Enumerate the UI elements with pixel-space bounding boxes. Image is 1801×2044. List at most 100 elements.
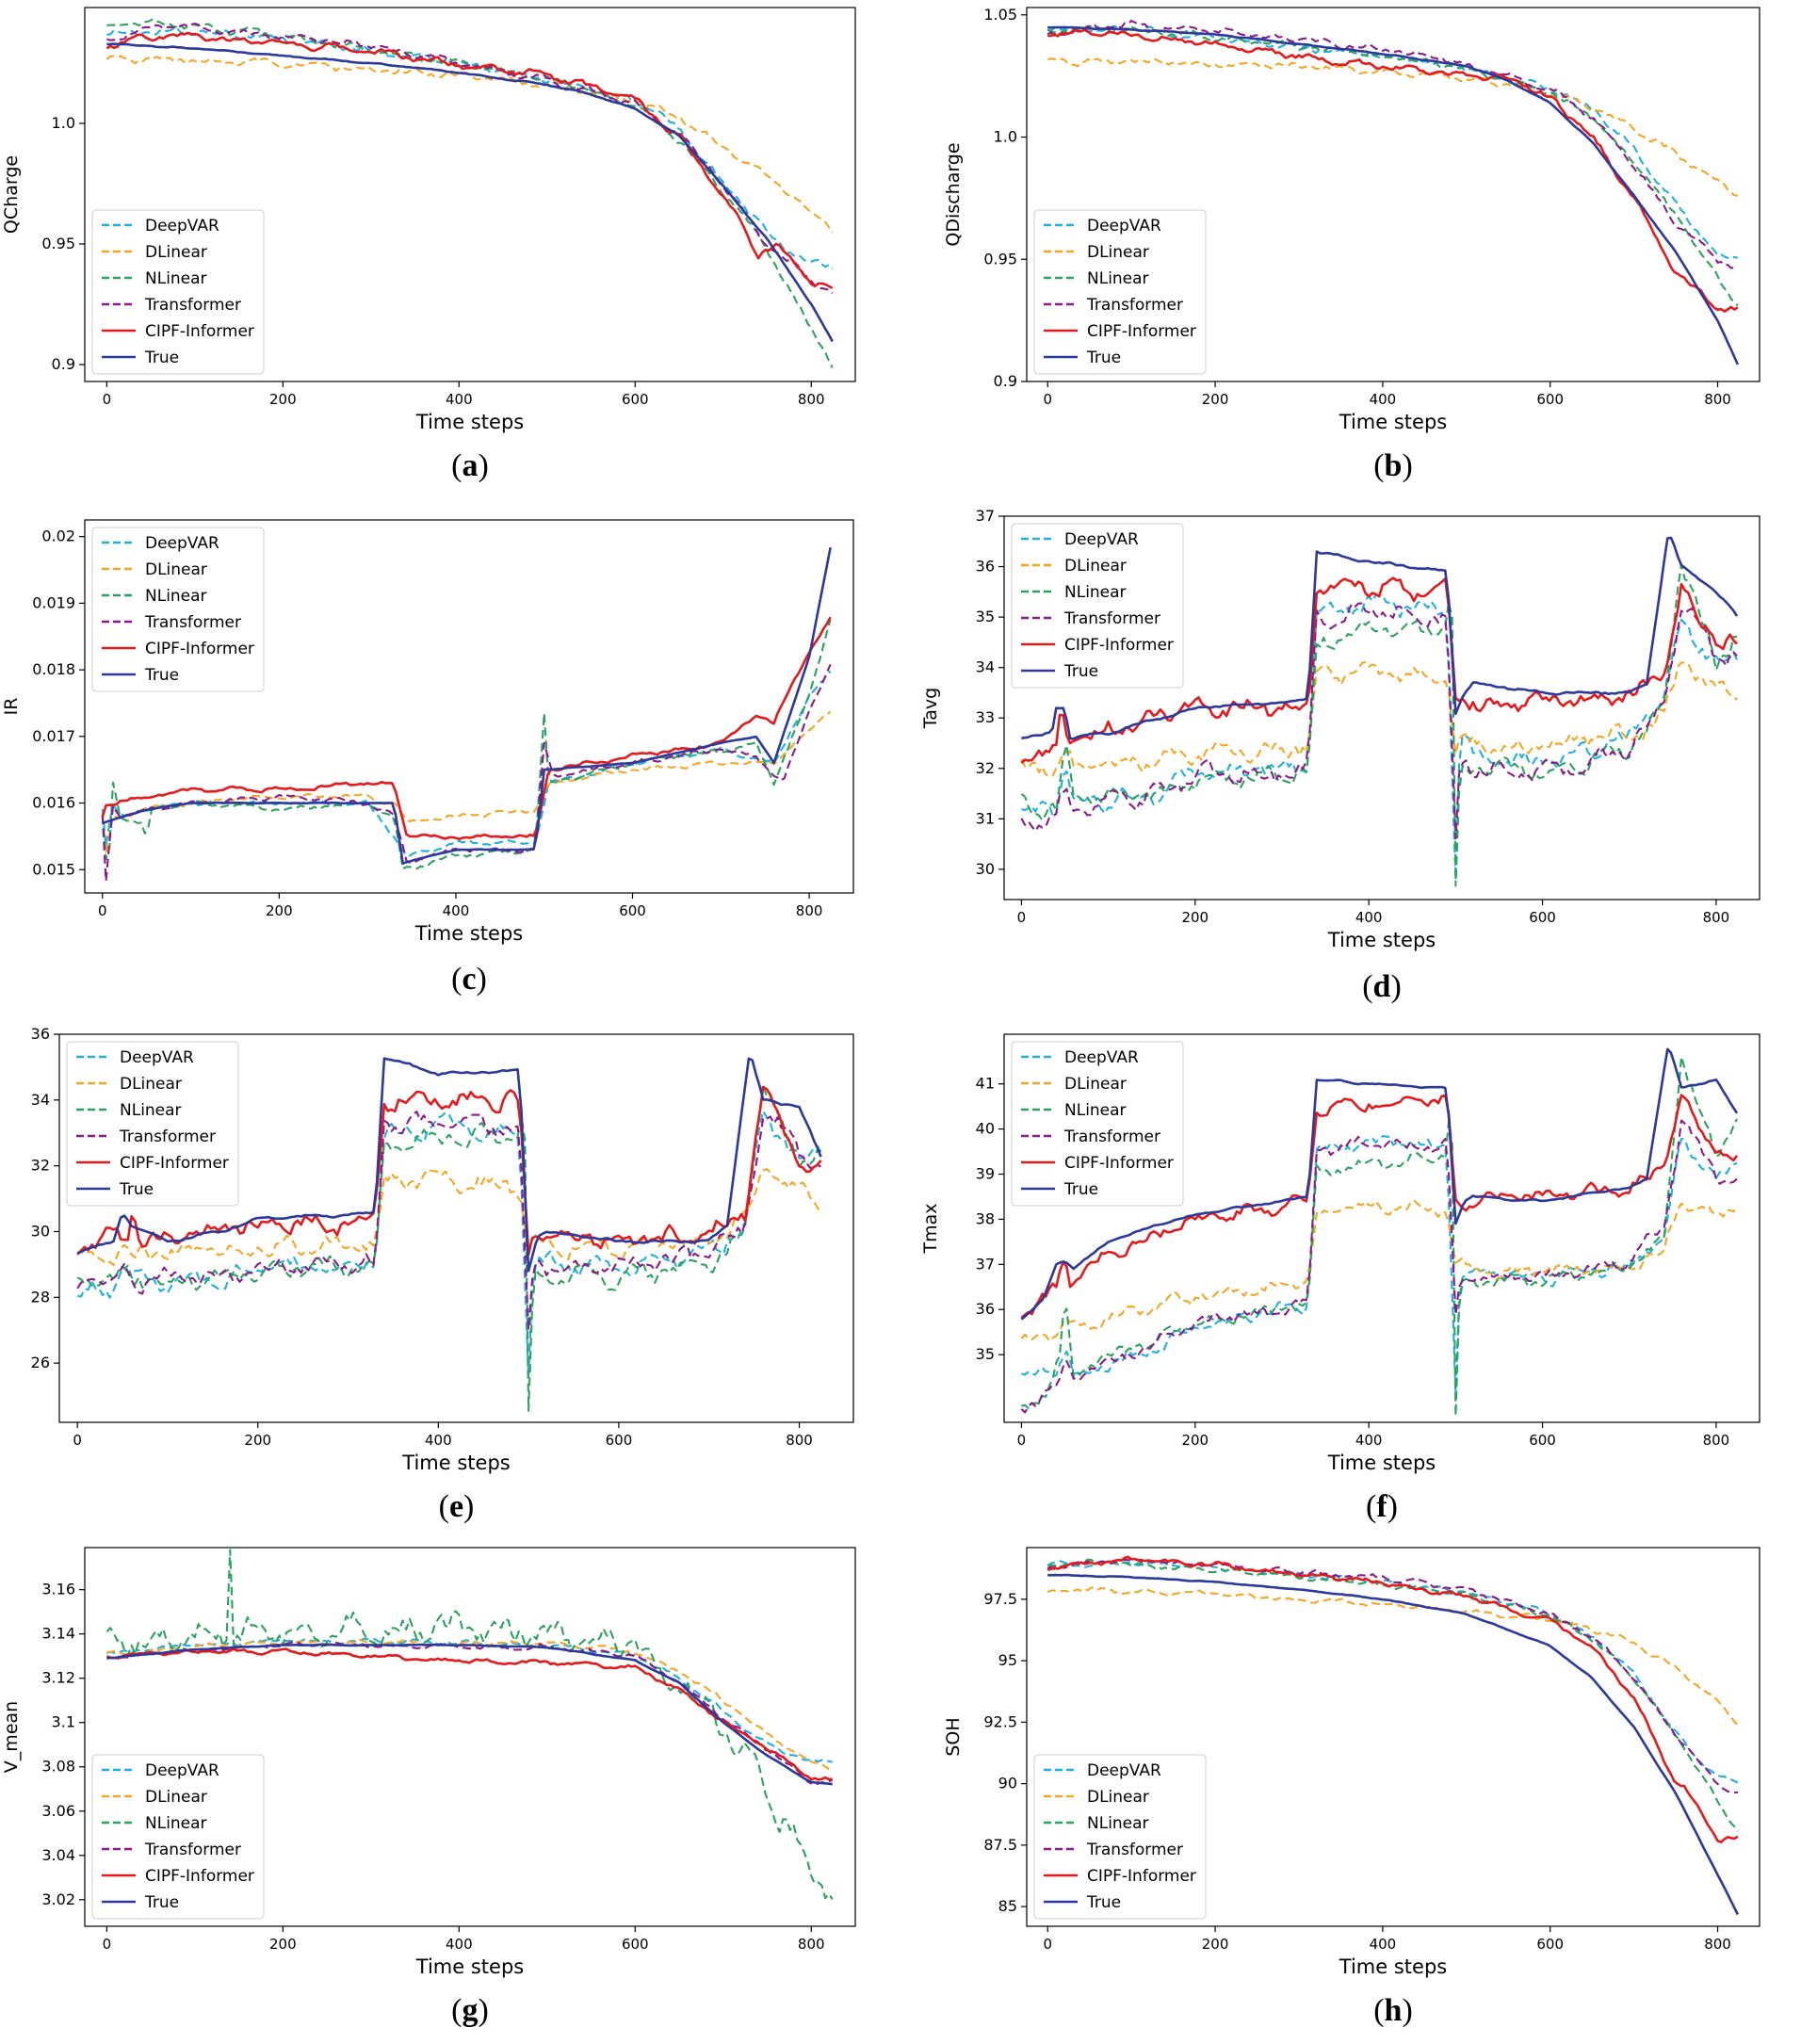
x-tick-label: 600 xyxy=(622,1936,649,1953)
x-tick-label: 400 xyxy=(1355,1432,1383,1449)
series-group xyxy=(101,547,832,883)
legend-box xyxy=(1011,1041,1184,1207)
series-line-true xyxy=(1021,536,1739,740)
axes-frame xyxy=(84,519,854,894)
x-tick-label: 400 xyxy=(443,902,470,919)
legend-label: Transformer xyxy=(119,1127,216,1146)
series-line-nlinear xyxy=(1047,1558,1739,1832)
series-line-transformer xyxy=(1020,602,1738,840)
y-tick-label: 30 xyxy=(976,860,995,878)
x-tick-label: 800 xyxy=(1703,909,1730,926)
series-line-transformer xyxy=(1020,1119,1738,1414)
series-line-deepvar xyxy=(101,670,832,857)
legend-label: DeepVAR xyxy=(1087,1761,1161,1780)
legend: DeepVAR DLinear NLinear Transformer CIPF-Inf… xyxy=(1033,1754,1207,1920)
y-tick-label: 34 xyxy=(976,658,995,676)
y-tick-label: 3.1 xyxy=(52,1713,75,1731)
x-tick-label: 800 xyxy=(1704,391,1731,408)
series-line-dlinear xyxy=(1047,57,1739,197)
series-line-deepvar xyxy=(106,1637,833,1763)
y-tick-label: 0.018 xyxy=(32,660,75,678)
legend-label: DeepVAR xyxy=(145,1761,219,1780)
legend-label: True xyxy=(1063,1180,1098,1199)
x-tick-label: 400 xyxy=(446,391,473,408)
y-tick-label: 39 xyxy=(976,1165,995,1183)
axes-frame xyxy=(1026,7,1760,382)
series-line-true xyxy=(1047,25,1740,365)
series-line-cipf-informer xyxy=(1020,576,1738,764)
series-line-dlinear xyxy=(101,710,832,855)
legend-label: NLinear xyxy=(1087,1814,1149,1833)
y-tick-label: 85 xyxy=(998,1897,1017,1915)
y-tick-label: 97.5 xyxy=(983,1590,1017,1608)
series-line-cipf-informer xyxy=(105,31,834,290)
y-tick-label: 3.14 xyxy=(41,1625,75,1643)
y-tick-label: 0.95 xyxy=(983,250,1017,268)
legend: DeepVAR DLinear NLinear Transformer CIPF-Inf… xyxy=(91,209,265,375)
series-line-dlinear xyxy=(1047,1586,1739,1726)
legend-label: CIPF-Informer xyxy=(120,1154,229,1173)
x-tick-label: 200 xyxy=(266,902,293,919)
x-tick-label: 200 xyxy=(1181,909,1209,926)
y-tick-label: 35 xyxy=(976,1345,995,1363)
y-tick-label: 0.015 xyxy=(32,860,75,878)
axes-frame xyxy=(84,1547,856,1927)
series-line-transformer xyxy=(106,23,834,294)
chart-f: 0 200 400 600 800 35 36 37 38 39 40 41 Time steps Tma… xyxy=(920,1033,1760,1524)
x-tick-label: 800 xyxy=(796,902,823,919)
legend-box xyxy=(91,1754,265,1920)
y-tick-label: 35 xyxy=(976,608,995,625)
legend-box xyxy=(91,527,265,692)
y-tick-label: 3.04 xyxy=(41,1846,75,1864)
legend-label: Transformer xyxy=(1063,1127,1160,1146)
y-tick-label: 30 xyxy=(31,1222,50,1240)
series-line-true xyxy=(106,42,834,343)
series-line-cipf-informer xyxy=(105,1647,833,1781)
legend-label: CIPF-Informer xyxy=(1087,322,1196,341)
y-axis-label: Tavg xyxy=(920,688,941,729)
chart-d: 0 200 400 600 800 30 31 32 33 34 35 36 37 Time steps T… xyxy=(920,507,1760,1004)
x-tick-label: 600 xyxy=(1529,909,1556,926)
y-axis-label: Tmax xyxy=(920,1203,941,1254)
y-tick-label: 0.9 xyxy=(994,372,1017,390)
x-tick-label: 0 xyxy=(103,391,112,408)
series-line-true xyxy=(102,547,832,866)
y-tick-label: 32 xyxy=(976,759,995,777)
legend: DeepVAR DLinear NLinear Transformer CIPF-Inf… xyxy=(66,1041,239,1207)
series-group xyxy=(76,1057,822,1412)
legend-label: Transformer xyxy=(144,613,241,632)
x-axis-label: Time steps xyxy=(414,922,523,945)
series-line-cipf-informer xyxy=(1047,1555,1739,1843)
series-line-true xyxy=(76,1057,822,1273)
legend-box xyxy=(91,209,265,375)
series-group xyxy=(105,18,834,368)
series-line-transformer xyxy=(76,1111,821,1332)
legend-label: True xyxy=(119,1180,154,1199)
series-line-nlinear xyxy=(101,619,832,870)
legend-label: Transformer xyxy=(1086,296,1183,315)
y-tick-label: 3.12 xyxy=(41,1669,75,1687)
legend: DeepVAR DLinear NLinear Transformer CIPF-Inf… xyxy=(1033,209,1207,375)
series-line-nlinear xyxy=(76,1083,821,1412)
series-line-nlinear xyxy=(1021,1055,1738,1418)
y-tick-label: 40 xyxy=(976,1120,995,1138)
x-tick-label: 0 xyxy=(1043,391,1052,408)
legend: DeepVAR DLinear NLinear Transformer CIPF-Inf… xyxy=(1011,1041,1184,1207)
legend-label: True xyxy=(144,1893,179,1912)
x-tick-label: 600 xyxy=(622,391,649,408)
panel-caption: (g) xyxy=(451,1993,489,2028)
panel-caption: (a) xyxy=(451,448,489,483)
legend-label: NLinear xyxy=(145,587,207,606)
legend-box xyxy=(66,1041,239,1207)
y-tick-label: 0.9 xyxy=(52,355,75,373)
y-tick-label: 0.02 xyxy=(41,527,75,545)
y-tick-label: 95 xyxy=(998,1651,1017,1669)
y-tick-label: 1.0 xyxy=(52,114,75,132)
y-tick-label: 0.019 xyxy=(32,593,75,611)
series-line-nlinear xyxy=(105,1549,834,1900)
legend-label: Transformer xyxy=(144,1841,241,1859)
y-tick-label: 1.0 xyxy=(994,128,1017,146)
y-tick-label: 1.05 xyxy=(983,6,1017,24)
panel-caption: (b) xyxy=(1373,448,1413,483)
x-tick-label: 200 xyxy=(269,1936,297,1953)
